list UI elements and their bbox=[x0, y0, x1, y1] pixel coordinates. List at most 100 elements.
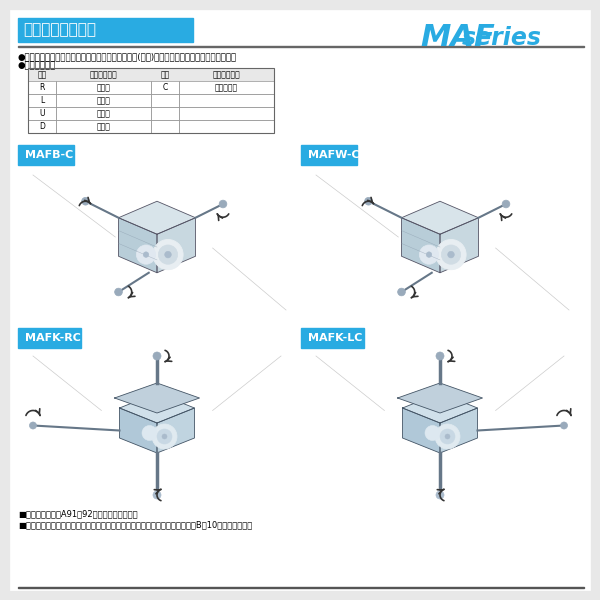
Bar bbox=[28, 107, 56, 120]
Ellipse shape bbox=[164, 251, 172, 258]
Polygon shape bbox=[119, 201, 196, 234]
Polygon shape bbox=[115, 383, 199, 413]
Text: 記号: 記号 bbox=[37, 70, 47, 79]
Bar bbox=[18, 46, 584, 47]
Bar bbox=[151, 68, 179, 81]
Bar bbox=[151, 120, 179, 133]
Text: 出力軸の方向: 出力軸の方向 bbox=[212, 70, 241, 79]
Bar bbox=[301, 328, 364, 348]
Circle shape bbox=[153, 491, 161, 499]
Circle shape bbox=[115, 288, 122, 296]
Circle shape bbox=[436, 352, 444, 360]
Text: series: series bbox=[462, 26, 542, 50]
Polygon shape bbox=[157, 218, 196, 273]
Text: MAFK-RC: MAFK-RC bbox=[25, 333, 81, 343]
Text: 記号: 記号 bbox=[160, 70, 170, 79]
Circle shape bbox=[560, 422, 568, 429]
Bar bbox=[151, 107, 179, 120]
Bar bbox=[179, 94, 274, 107]
Text: 右　側: 右 側 bbox=[97, 83, 110, 92]
Ellipse shape bbox=[152, 424, 177, 449]
Ellipse shape bbox=[448, 251, 454, 258]
Bar bbox=[18, 145, 74, 165]
Polygon shape bbox=[440, 218, 479, 273]
Text: ●軸配置は入力軸またはモータを手前にして出力軸(青色)の出ている方向で決定して下さい。: ●軸配置は入力軸またはモータを手前にして出力軸(青色)の出ている方向で決定して下… bbox=[18, 52, 237, 61]
Bar bbox=[301, 328, 579, 503]
Bar bbox=[56, 81, 151, 94]
Text: U: U bbox=[39, 109, 45, 118]
Ellipse shape bbox=[425, 425, 440, 440]
Bar bbox=[28, 81, 56, 94]
Ellipse shape bbox=[143, 252, 149, 257]
Bar bbox=[56, 107, 151, 120]
Circle shape bbox=[219, 200, 227, 208]
Bar bbox=[56, 120, 151, 133]
Circle shape bbox=[398, 288, 406, 296]
Bar bbox=[179, 68, 274, 81]
Polygon shape bbox=[440, 408, 478, 453]
Bar bbox=[301, 145, 357, 165]
Text: MAFW-C: MAFW-C bbox=[308, 150, 359, 160]
Circle shape bbox=[502, 200, 510, 208]
Bar bbox=[56, 68, 151, 81]
Bar bbox=[179, 120, 274, 133]
Bar bbox=[28, 68, 274, 133]
Ellipse shape bbox=[440, 429, 455, 444]
Circle shape bbox=[29, 422, 37, 429]
Bar bbox=[56, 94, 151, 107]
Bar bbox=[151, 94, 179, 107]
Ellipse shape bbox=[445, 434, 450, 439]
Circle shape bbox=[82, 197, 89, 205]
Ellipse shape bbox=[442, 245, 461, 264]
Bar bbox=[28, 94, 56, 107]
Text: 出力軸双軸: 出力軸双軸 bbox=[215, 83, 238, 92]
Text: 出力軸の方向: 出力軸の方向 bbox=[89, 70, 118, 79]
Ellipse shape bbox=[157, 429, 172, 444]
Polygon shape bbox=[403, 393, 478, 423]
Text: C: C bbox=[163, 83, 167, 92]
Bar bbox=[151, 81, 179, 94]
Circle shape bbox=[153, 352, 161, 360]
Bar bbox=[28, 120, 56, 133]
Polygon shape bbox=[119, 408, 157, 453]
Text: MAFB-C: MAFB-C bbox=[25, 150, 73, 160]
Ellipse shape bbox=[158, 245, 178, 264]
Bar bbox=[179, 81, 274, 94]
Text: ■特殊な取付状態については、当社へお問い合わせ下さい。なお、参考としてB－10をご覧下さい。: ■特殊な取付状態については、当社へお問い合わせ下さい。なお、参考としてB－10を… bbox=[18, 520, 252, 529]
Polygon shape bbox=[401, 201, 479, 234]
Text: MAF: MAF bbox=[420, 23, 495, 52]
Text: D: D bbox=[39, 122, 45, 131]
Bar bbox=[179, 107, 274, 120]
Text: MAFK-LC: MAFK-LC bbox=[308, 333, 362, 343]
Polygon shape bbox=[398, 383, 482, 413]
Ellipse shape bbox=[435, 424, 460, 449]
Text: 左　側: 左 側 bbox=[97, 96, 110, 105]
Ellipse shape bbox=[419, 245, 439, 264]
Ellipse shape bbox=[426, 252, 432, 257]
Text: 軸配置と回転方向: 軸配置と回転方向 bbox=[23, 22, 96, 37]
Ellipse shape bbox=[162, 434, 167, 439]
Polygon shape bbox=[403, 408, 440, 453]
Ellipse shape bbox=[153, 239, 183, 270]
Ellipse shape bbox=[142, 425, 157, 440]
Bar bbox=[18, 328, 81, 348]
Text: R: R bbox=[40, 83, 44, 92]
Ellipse shape bbox=[136, 245, 155, 264]
Circle shape bbox=[365, 197, 373, 205]
Bar bbox=[18, 328, 296, 503]
Polygon shape bbox=[157, 408, 194, 453]
Polygon shape bbox=[119, 393, 194, 423]
Bar bbox=[18, 587, 584, 588]
Bar bbox=[18, 145, 296, 320]
Ellipse shape bbox=[436, 239, 466, 270]
Text: 上　側: 上 側 bbox=[97, 109, 110, 118]
Circle shape bbox=[436, 491, 444, 499]
Bar bbox=[18, 18, 193, 42]
Bar bbox=[28, 68, 56, 81]
Polygon shape bbox=[119, 218, 157, 273]
Text: 下　側: 下 側 bbox=[97, 122, 110, 131]
Text: ■軸配置の詳細はA91・92を参照して下さい。: ■軸配置の詳細はA91・92を参照して下さい。 bbox=[18, 509, 137, 518]
Text: L: L bbox=[40, 96, 44, 105]
Text: ●軸配置の記号: ●軸配置の記号 bbox=[18, 61, 56, 70]
Polygon shape bbox=[401, 218, 440, 273]
